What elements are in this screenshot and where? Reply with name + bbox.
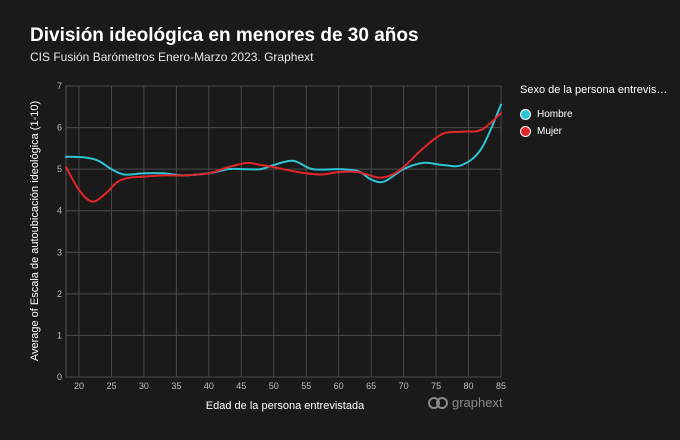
x-tick-label: 50 (269, 381, 279, 391)
x-tick-label: 40 (204, 381, 214, 391)
y-tick-label: 2 (57, 289, 62, 299)
graphext-logo-icon (428, 396, 448, 409)
y-axis-label: Average of Escala de autoubicación ideol… (29, 101, 41, 361)
legend-item-mujer[interactable]: Mujer (520, 124, 562, 138)
series-line-mujer[interactable] (65, 112, 502, 203)
x-tick-label: 55 (301, 381, 311, 391)
legend-title: Sexo de la persona entrevis… (520, 84, 668, 96)
y-tick-label: 6 (57, 123, 62, 133)
series-line-hombre[interactable] (65, 103, 502, 184)
chart-title: División ideológica en menores de 30 año… (30, 25, 419, 46)
x-tick-label: 75 (431, 381, 441, 391)
y-tick-label: 7 (57, 81, 62, 91)
legend-label-hombre: Hombre (537, 108, 573, 120)
grid-layer (65, 85, 502, 378)
legend-swatch-hombre (520, 108, 531, 120)
y-tick-label: 0 (57, 372, 62, 382)
x-tick-label: 65 (366, 381, 376, 391)
y-tick-label: 4 (57, 206, 62, 216)
watermark-text: graphext (452, 395, 503, 410)
y-tick-label: 3 (57, 247, 62, 257)
y-tick-label: 5 (57, 164, 62, 174)
legend-swatch-mujer (520, 125, 531, 137)
legend-item-hombre[interactable]: Hombre (520, 107, 573, 121)
x-tick-label: 85 (496, 381, 506, 391)
x-tick-label: 20 (74, 381, 84, 391)
x-tick-label: 30 (139, 381, 149, 391)
series-layer[interactable] (65, 103, 502, 203)
chart-subtitle: CIS Fusión Barómetros Enero-Marzo 2023. … (30, 50, 314, 64)
x-axis-label: Edad de la persona entrevistada (206, 400, 365, 412)
legend-label-mujer: Mujer (537, 125, 563, 137)
y-tick-label: 1 (57, 330, 62, 340)
x-tick-label: 35 (171, 381, 181, 391)
x-tick-label: 80 (464, 381, 474, 391)
graphext-watermark: graphext (428, 395, 503, 410)
x-tick-label: 70 (399, 381, 409, 391)
x-tick-label: 60 (334, 381, 344, 391)
x-tick-label: 25 (106, 381, 116, 391)
x-tick-label: 45 (236, 381, 246, 391)
